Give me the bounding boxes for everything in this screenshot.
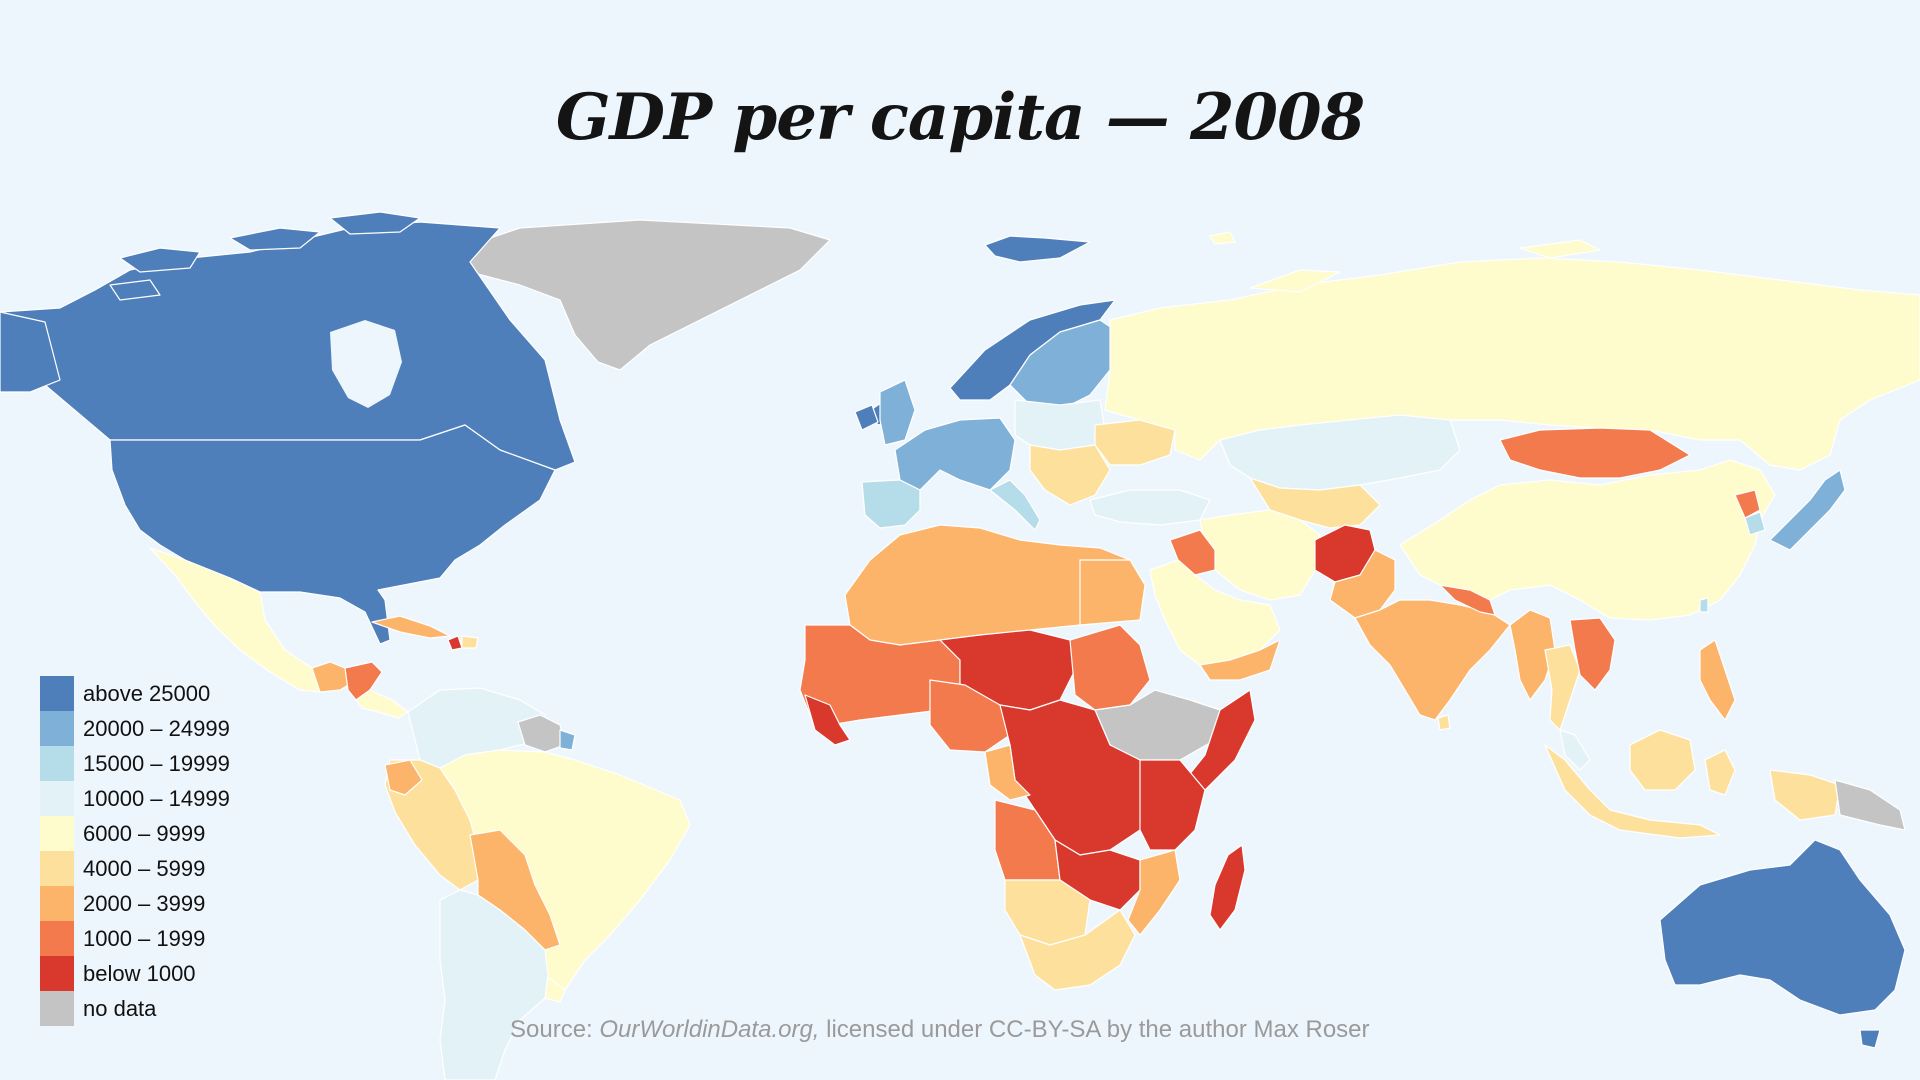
region-ireland xyxy=(854,404,879,431)
region-gabon-congo xyxy=(984,744,1031,801)
legend-item: 10000 – 14999 xyxy=(40,781,230,816)
region-franz-josef xyxy=(1209,231,1236,245)
region-egypt xyxy=(1079,559,1146,626)
region-borneo xyxy=(1629,729,1696,791)
legend-item: 20000 – 24999 xyxy=(40,711,230,746)
region-taiwan xyxy=(1699,597,1709,613)
region-mongolia xyxy=(1499,427,1691,479)
region-sri-lanka xyxy=(1437,714,1451,731)
region-western-europe xyxy=(894,417,1016,491)
region-turkey xyxy=(1089,489,1211,526)
legend-swatch xyxy=(40,956,74,991)
source-credit: Source: OurWorldinData.org, licensed und… xyxy=(510,1016,1370,1044)
legend-swatch xyxy=(40,921,74,956)
region-mozambique xyxy=(1127,849,1181,936)
region-eastern-europe xyxy=(1014,399,1106,451)
region-ecuador xyxy=(384,759,423,796)
region-bolivia-paraguay xyxy=(469,829,561,951)
region-iran xyxy=(1199,509,1321,601)
legend-label: 10000 – 14999 xyxy=(83,785,230,811)
region-sumatra-java xyxy=(1544,744,1721,839)
region-greenland xyxy=(439,219,831,371)
region-china xyxy=(1399,459,1776,621)
region-papua-new-guinea xyxy=(1834,779,1906,831)
region-myanmar xyxy=(1509,609,1556,701)
source-license: licensed under CC-BY-SA by the author Ma… xyxy=(819,1016,1370,1043)
region-madagascar xyxy=(1209,844,1246,931)
region-svalbard xyxy=(984,235,1091,263)
legend-label: above 25000 xyxy=(83,680,211,706)
region-iberia xyxy=(861,479,921,529)
region-dominican-rep xyxy=(461,635,479,649)
region-thailand xyxy=(1544,644,1581,731)
legend-item: 6000 – 9999 xyxy=(40,816,230,851)
region-sudan xyxy=(1069,624,1151,711)
legend-label: 6000 – 9999 xyxy=(83,820,206,846)
legend-item: above 25000 xyxy=(40,676,230,711)
region-india xyxy=(1354,599,1511,721)
legend-swatch xyxy=(40,991,74,1026)
region-yemen-oman xyxy=(1199,639,1281,681)
legend-swatch xyxy=(40,711,74,746)
region-argentina-chile xyxy=(439,889,549,1080)
region-guianas xyxy=(517,714,566,753)
region-balkans xyxy=(1029,444,1111,506)
region-cuba xyxy=(371,615,451,639)
map-title: GDP per capita — 2008 xyxy=(555,80,1365,155)
region-japan xyxy=(1769,469,1846,551)
region-nigeria xyxy=(929,679,1011,753)
legend-swatch xyxy=(40,746,74,781)
legend-swatch xyxy=(40,781,74,816)
region-alaska xyxy=(0,311,61,393)
region-vietnam-laos xyxy=(1569,617,1616,691)
region-australia xyxy=(1659,839,1906,1016)
region-russia xyxy=(1104,257,1920,471)
source-site-link[interactable]: OurWorldinData.org, xyxy=(599,1016,820,1043)
legend: above 25000 20000 – 24999 15000 – 19999 … xyxy=(40,676,230,1026)
legend-label: 2000 – 3999 xyxy=(83,890,206,916)
legend-label: 20000 – 24999 xyxy=(83,715,230,741)
region-new-guinea-west xyxy=(1769,769,1841,821)
legend-item: 4000 – 5999 xyxy=(40,851,230,886)
legend-swatch xyxy=(40,816,74,851)
region-russia-arctic-island xyxy=(1249,239,1601,293)
source-prefix: Source: xyxy=(510,1016,600,1043)
region-kenya-tanzania xyxy=(1139,759,1206,851)
region-usa xyxy=(109,424,556,645)
region-south-africa xyxy=(1019,909,1136,991)
legend-label: below 1000 xyxy=(83,960,196,986)
legend-item: 2000 – 3999 xyxy=(40,886,230,921)
region-french-guiana xyxy=(559,729,576,751)
legend-item: 1000 – 1999 xyxy=(40,921,230,956)
legend-label: 4000 – 5999 xyxy=(83,855,206,881)
region-arabia xyxy=(1149,559,1281,666)
legend-label: 1000 – 1999 xyxy=(83,925,206,951)
region-canada-islands xyxy=(109,211,421,301)
region-italy xyxy=(989,479,1041,531)
region-south-korea xyxy=(1744,511,1766,536)
region-sierra-leone-liberia xyxy=(804,694,851,746)
region-uk-ireland xyxy=(879,379,916,446)
region-haiti xyxy=(447,635,463,651)
region-somalia xyxy=(1184,689,1256,791)
legend-label: no data xyxy=(83,995,157,1021)
region-philippines xyxy=(1699,639,1736,721)
region-sulawesi xyxy=(1704,749,1736,796)
region-panama-costarica xyxy=(355,689,409,719)
legend-swatch xyxy=(40,886,74,921)
legend-label: 15000 – 19999 xyxy=(83,750,230,776)
legend-swatch xyxy=(40,851,74,886)
water-hudson-bay xyxy=(330,320,402,408)
legend-item: no data xyxy=(40,991,230,1026)
legend-item: below 1000 xyxy=(40,956,230,991)
legend-swatch xyxy=(40,676,74,711)
legend-item: 15000 – 19999 xyxy=(40,746,230,781)
region-malaysia xyxy=(1559,729,1591,771)
region-tasmania xyxy=(1859,1029,1881,1049)
region-pakistan xyxy=(1329,549,1396,619)
region-north-korea xyxy=(1734,489,1761,519)
